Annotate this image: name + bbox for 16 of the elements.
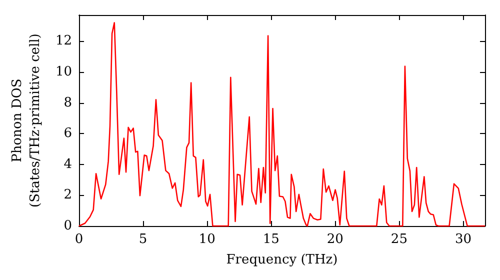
x-tick-label: 30 (454, 232, 472, 247)
y-tick-label: 10 (55, 64, 72, 80)
x-tick-label: 10 (198, 232, 216, 247)
y-tick-label: 8 (64, 95, 72, 110)
y-axis-title: Phonon DOS (States/THz·primitive cell) (10, 33, 44, 208)
x-tick-label: 0 (74, 232, 84, 247)
x-axis-title: Frequency (THz) (226, 252, 338, 268)
x-tick-label: 25 (390, 232, 408, 247)
y-tick-label: 6 (64, 126, 72, 142)
x-tick-label: 5 (138, 232, 148, 247)
y-tick-label: 4 (64, 156, 72, 172)
y-tick-label: 12 (55, 34, 72, 49)
x-tick-label: 20 (326, 232, 344, 247)
y-tick-label: 2 (64, 188, 72, 203)
y-tick-label: 0 (64, 218, 72, 234)
x-tick-label: 15 (262, 232, 280, 247)
